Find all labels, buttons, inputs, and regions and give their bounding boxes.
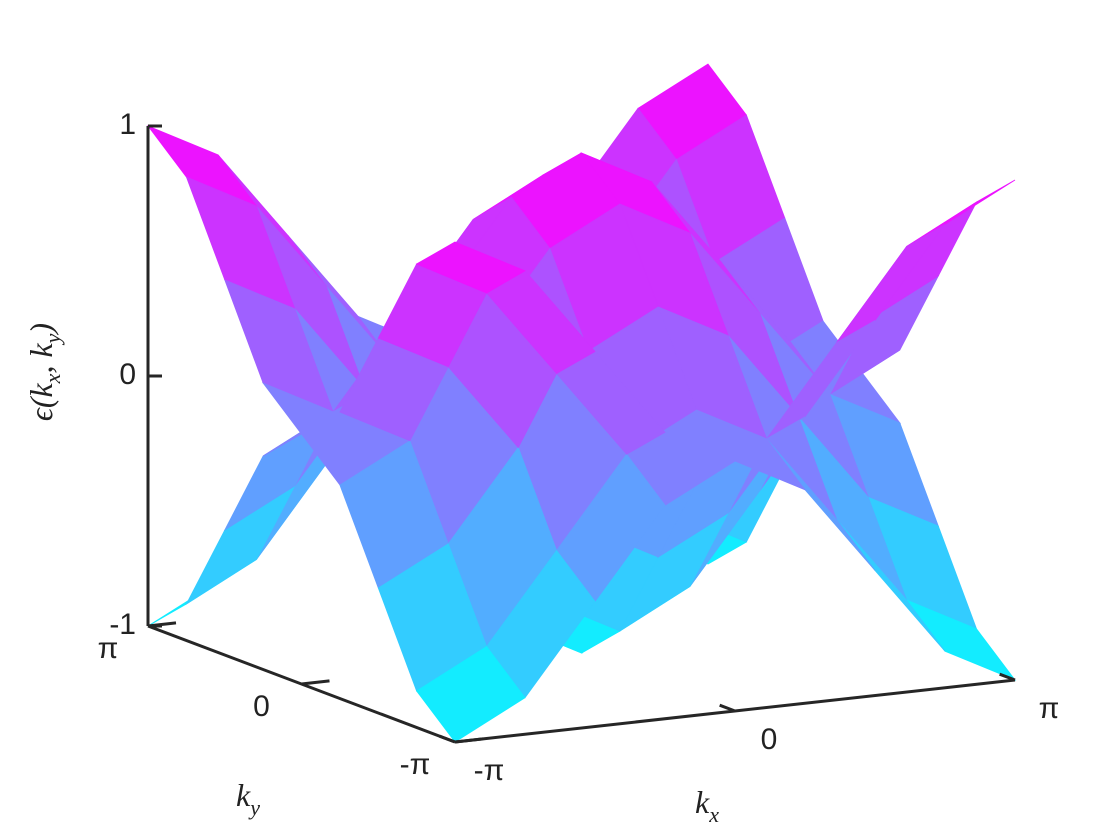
x-tick: [719, 703, 736, 713]
z-label-part: y: [40, 333, 65, 345]
z-label-part: x: [40, 373, 65, 384]
x-tick: [439, 734, 456, 744]
y-tick-label: 0: [253, 690, 270, 723]
surface-patch: [906, 179, 1016, 247]
x-tick-label: π: [1039, 692, 1060, 725]
x-tick-label: -π: [474, 754, 505, 787]
surface-patch: [416, 645, 526, 743]
x-tick: [999, 672, 1016, 682]
y-tick-label: π: [98, 632, 119, 665]
x-tick-label: 0: [761, 723, 778, 756]
z-label-part: ϵ(k: [23, 383, 59, 422]
z-label-part: , k: [23, 343, 59, 374]
y-tick: [147, 621, 177, 628]
z-axis-label: ϵ(kx, ky): [23, 323, 65, 421]
x-label-part: x: [708, 802, 719, 827]
y-tick: [454, 737, 484, 744]
x-axis-label: kx: [695, 784, 719, 827]
y-axis-label: ky: [236, 777, 260, 820]
y-tick: [301, 679, 330, 686]
z-tick-label: 1: [119, 108, 136, 141]
y-label-part: y: [248, 795, 260, 820]
z-tick-label: -1: [109, 608, 136, 641]
y-label-part: k: [236, 777, 251, 813]
z-tick-label: 0: [119, 358, 136, 391]
surface: [146, 63, 1017, 743]
z-label-part: ): [23, 323, 59, 336]
x-label-part: k: [695, 784, 710, 820]
y-tick-label: -π: [400, 748, 431, 781]
surface-patch: [415, 241, 526, 294]
axes: -1 0 1 -π 0 π -π 0 π: [98, 108, 1060, 787]
